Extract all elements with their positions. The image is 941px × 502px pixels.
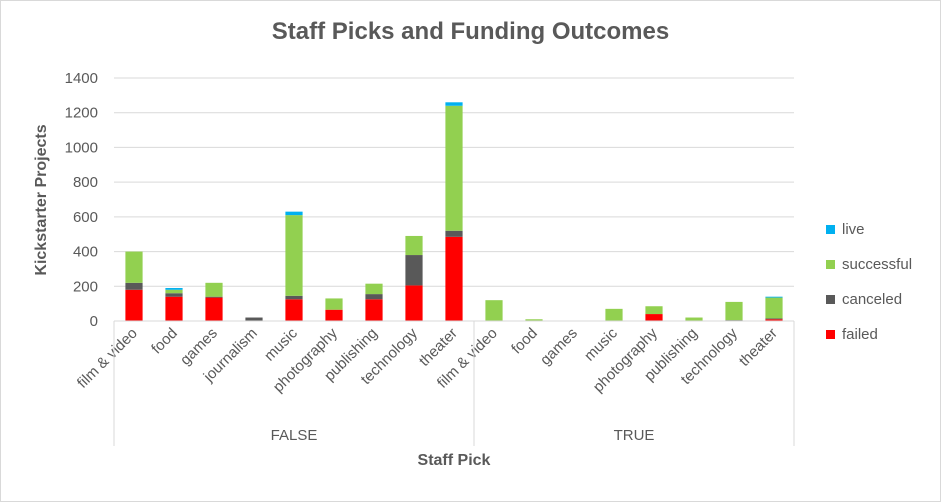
- y-tick-label: 1200: [65, 105, 98, 122]
- x-axis-title: Staff Pick: [417, 452, 491, 469]
- bar-failed: [325, 309, 343, 321]
- bar-successful: [525, 319, 543, 321]
- y-tick-label: 800: [73, 174, 98, 191]
- bar-successful: [325, 298, 343, 310]
- bar-failed: [205, 297, 223, 321]
- bar-successful: [445, 105, 463, 231]
- x-tick-label: food: [508, 325, 541, 358]
- bar-live: [165, 288, 183, 290]
- bar-canceled: [125, 282, 143, 290]
- legend-label: failed: [842, 326, 878, 343]
- y-tick-label: 600: [73, 209, 98, 226]
- bar-successful: [765, 297, 783, 319]
- bar-canceled: [445, 230, 463, 237]
- group-label: FALSE: [271, 427, 318, 444]
- bar-successful: [125, 251, 143, 283]
- y-tick-label: 200: [73, 278, 98, 295]
- y-tick-label: 0: [90, 313, 98, 330]
- legend-swatch: [826, 225, 835, 234]
- bar-canceled: [165, 293, 183, 297]
- bar-canceled: [245, 317, 263, 321]
- bar-canceled: [285, 295, 303, 300]
- legend-swatch: [826, 330, 835, 339]
- bar-successful: [285, 215, 303, 296]
- bar-live: [285, 211, 303, 216]
- bar-successful: [645, 306, 663, 315]
- x-tick-label: film & video: [74, 325, 141, 392]
- legend: live successful canceled failed: [826, 212, 912, 352]
- chart-title: Staff Picks and Funding Outcomes: [271, 18, 670, 45]
- bar-canceled: [205, 296, 223, 298]
- bar-live: [445, 102, 463, 106]
- legend-label: canceled: [842, 291, 903, 308]
- bar-successful: [405, 235, 423, 256]
- bar-canceled: [765, 318, 783, 320]
- bar-successful: [485, 300, 503, 321]
- bar-failed: [445, 236, 463, 321]
- bar-failed: [765, 319, 783, 321]
- bar-live: [765, 296, 783, 298]
- legend-item: successful: [826, 247, 912, 282]
- legend-item: failed: [826, 317, 912, 352]
- group-label: TRUE: [614, 427, 655, 444]
- y-tick-label: 1400: [65, 70, 98, 87]
- bar-failed: [165, 296, 183, 321]
- bar-successful: [725, 301, 743, 321]
- y-tick-label: 1000: [65, 139, 98, 156]
- x-tick-label: food: [148, 325, 181, 358]
- y-tick-label: 400: [73, 244, 98, 261]
- legend-swatch: [826, 260, 835, 269]
- bar-failed: [405, 285, 423, 321]
- legend-swatch: [826, 295, 835, 304]
- legend-label: successful: [842, 256, 913, 273]
- bar-successful: [205, 282, 223, 297]
- legend-item: canceled: [826, 282, 912, 317]
- bar-canceled: [405, 255, 423, 286]
- bar-failed: [125, 289, 143, 321]
- x-tick-label: games: [537, 325, 581, 369]
- legend-item: live: [826, 212, 912, 247]
- bar-successful: [165, 289, 183, 294]
- legend-label: live: [842, 221, 865, 238]
- x-tick-label: theater: [736, 325, 781, 370]
- bar-failed: [365, 299, 383, 321]
- bar-successful: [605, 308, 623, 321]
- bar-canceled: [365, 294, 383, 300]
- bar-successful: [365, 283, 383, 295]
- bar-failed: [285, 299, 303, 321]
- bar-failed: [645, 314, 663, 321]
- bar-successful: [685, 317, 703, 321]
